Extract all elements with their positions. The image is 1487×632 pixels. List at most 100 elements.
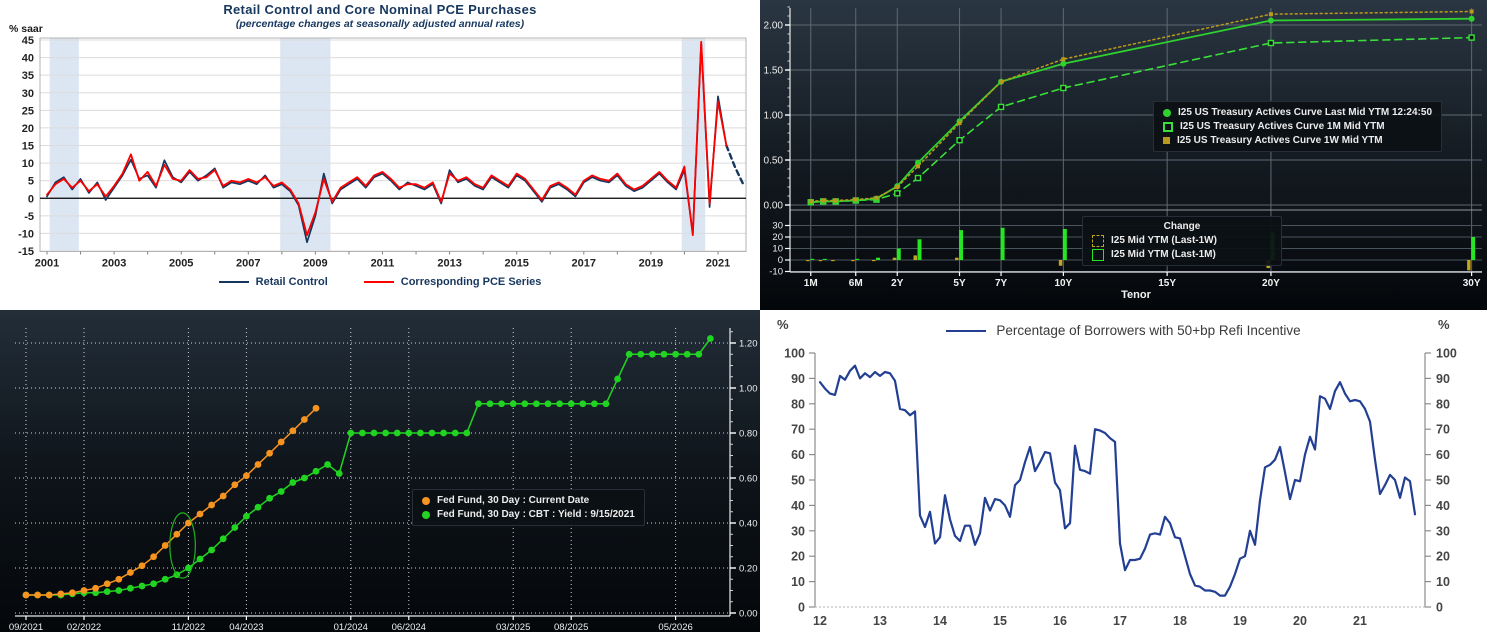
change-bar-1m	[876, 257, 880, 260]
fed-funds-cbt-line	[25, 337, 712, 596]
legend-item[interactable]: I25 US Treasury Actives Curve 1W Mid YTM	[1163, 134, 1432, 147]
refi-incentive-plot[interactable]: 0 0 10 10 20 20 30 30 40 40 50 50 60 60 70 70 80 80 90 90 10…	[760, 310, 1487, 632]
svg-text:7Y: 7Y	[995, 278, 1008, 289]
legend-item[interactable]: I25 US Treasury Actives Curve 1M Mid YTM	[1163, 120, 1432, 133]
svg-text:0.00: 0.00	[764, 201, 784, 212]
svg-text:1.50: 1.50	[764, 66, 784, 77]
box-icon	[1092, 248, 1104, 261]
svg-text:17: 17	[1113, 614, 1127, 628]
svg-text:2017: 2017	[572, 258, 596, 270]
svg-text:50: 50	[791, 474, 805, 488]
refi-incentive-line	[818, 364, 1417, 597]
svg-text:2.00: 2.00	[764, 21, 784, 32]
svg-text:30: 30	[772, 221, 783, 232]
y-axis-unit-label: % saar	[9, 23, 43, 35]
legend-item[interactable]: I25 Mid YTM (Last-1W)	[1092, 234, 1272, 247]
svg-text:0.60: 0.60	[739, 474, 758, 485]
fed-funds-plot[interactable]: 1.20 1.00 0.80 0.60 0.40 0.20 0.00 09/2021 02/20…	[0, 310, 760, 632]
svg-text:60: 60	[1436, 448, 1450, 462]
svg-text:45: 45	[22, 35, 34, 47]
svg-text:80: 80	[791, 397, 805, 411]
svg-text:50: 50	[1436, 474, 1450, 488]
svg-text:15: 15	[993, 614, 1007, 628]
change-bar-1m	[1471, 237, 1476, 260]
svg-text:2009: 2009	[303, 258, 327, 270]
svg-text:12: 12	[813, 614, 827, 628]
svg-text:15Y: 15Y	[1158, 278, 1176, 289]
change-bar-1m	[1062, 228, 1067, 260]
change-bar-1w	[831, 260, 835, 262]
panel-fed-funds: 1.20 1.00 0.80 0.60 0.40 0.20 0.00 09/2021 02/20…	[0, 310, 760, 632]
legend-label: I25 US Treasury Actives Curve 1W Mid YTM	[1177, 135, 1383, 146]
legend-label: Fed Fund, 30 Day : CBT : Yield : 9/15/20…	[437, 509, 635, 520]
svg-text:0.20: 0.20	[739, 564, 758, 575]
legend-label: Retail Control	[255, 276, 328, 288]
legend-retail: Retail Control Corresponding PCE Series	[0, 276, 760, 288]
legend-label: Fed Fund, 30 Day : Current Date	[437, 495, 590, 506]
svg-text:2011: 2011	[371, 258, 395, 270]
chart-title: Retail Control and Core Nominal PCE Purc…	[223, 2, 537, 17]
svg-text:10: 10	[772, 244, 783, 255]
svg-text:35: 35	[22, 70, 34, 82]
legend-item[interactable]: I25 US Treasury Actives Curve Last Mid Y…	[1163, 106, 1432, 119]
change-bar-1w	[1058, 260, 1063, 266]
change-bar-1m	[822, 258, 827, 260]
svg-text:20: 20	[791, 550, 805, 564]
panel-retail-pce: Retail Control and Core Nominal PCE Purc…	[0, 0, 760, 310]
change-bar-1m	[896, 248, 901, 260]
x-axis-title: Tenor	[1121, 289, 1151, 301]
legend-refi: Percentage of Borrowers with 50+bp Refi …	[815, 323, 1432, 338]
y-axis-unit-left: %	[777, 317, 789, 332]
legend-label: I25 Mid YTM (Last-1W)	[1111, 235, 1217, 246]
svg-text:20Y: 20Y	[1262, 278, 1280, 289]
change-bar-1w	[1467, 260, 1471, 271]
panel-treasury-curve: 2.00 1.50 1.00 0.50 0.00 30 20 10 0 -10 1M 6M 2Y 5Y 7Y…	[760, 0, 1487, 310]
svg-text:20: 20	[1293, 614, 1307, 628]
line-swatch	[363, 281, 394, 283]
svg-text:90: 90	[1436, 372, 1450, 386]
legend-item[interactable]: Retail Control	[218, 276, 328, 288]
change-bar-1w	[955, 257, 959, 260]
svg-text:80: 80	[1436, 397, 1450, 411]
change-bar-1w	[851, 260, 855, 262]
svg-text:40: 40	[1436, 499, 1450, 513]
change-bar-1w	[806, 260, 810, 262]
svg-text:13: 13	[873, 614, 887, 628]
svg-text:70: 70	[791, 423, 805, 437]
svg-text:20: 20	[1436, 550, 1450, 564]
fed-funds-current-line	[25, 407, 317, 596]
legend-fed-funds: Fed Fund, 30 Day : Current Date Fed Fund,…	[412, 489, 645, 526]
filled-circle-icon	[422, 496, 430, 505]
svg-text:10: 10	[22, 158, 34, 170]
svg-text:-10: -10	[18, 228, 34, 240]
retail-pce-plot[interactable]: -15 -10 -5 0 5 10 15 20 25 30 35 40 45 2001 2003 2005 20…	[0, 0, 760, 310]
svg-text:0.50: 0.50	[764, 156, 784, 167]
pce-series-line	[46, 40, 728, 237]
legend-change: Change I25 Mid YTM (Last-1W) I25 Mid YTM …	[1082, 216, 1282, 266]
legend-change-title: Change	[1163, 221, 1201, 232]
retail-control-projection	[725, 144, 745, 186]
line-swatch	[218, 281, 249, 283]
svg-text:25: 25	[22, 105, 34, 117]
svg-text:40: 40	[22, 53, 34, 65]
svg-text:2Y: 2Y	[891, 278, 904, 289]
legend-item[interactable]: Corresponding PCE Series	[363, 276, 541, 288]
legend-item[interactable]: Fed Fund, 30 Day : CBT : Yield : 9/15/20…	[422, 508, 635, 521]
legend-item[interactable]: I25 Mid YTM (Last-1M)	[1092, 248, 1272, 261]
chart-subtitle: (percentage changes at seasonally adjust…	[235, 18, 525, 30]
change-bar-1w	[892, 257, 897, 260]
filled-square-icon	[1163, 137, 1170, 144]
svg-text:10Y: 10Y	[1054, 278, 1072, 289]
legend-item[interactable]: Fed Fund, 30 Day : Current Date	[422, 494, 635, 507]
svg-text:1.00: 1.00	[739, 384, 758, 395]
svg-text:19: 19	[1233, 614, 1247, 628]
svg-text:0: 0	[778, 255, 783, 266]
svg-text:0: 0	[28, 193, 34, 205]
svg-text:-15: -15	[18, 246, 34, 258]
svg-text:18: 18	[1173, 614, 1187, 628]
svg-text:5: 5	[28, 176, 34, 188]
svg-text:2019: 2019	[639, 258, 663, 270]
svg-text:60: 60	[791, 448, 805, 462]
